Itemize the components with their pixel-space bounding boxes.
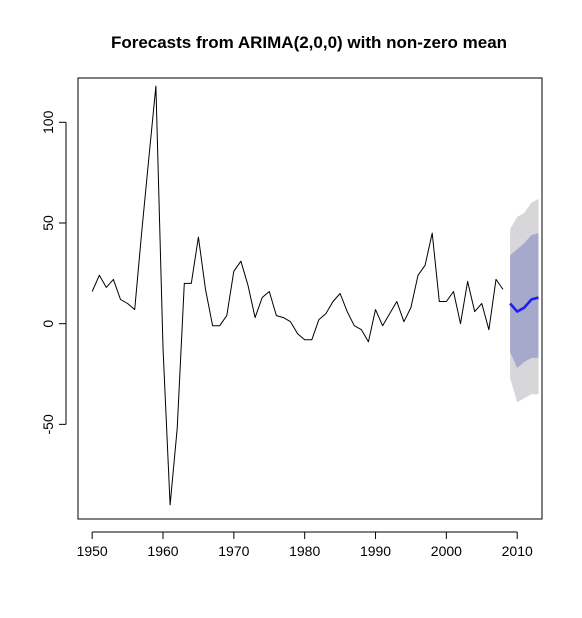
observed-line (91, 85, 504, 506)
y-tick-label: -50 (40, 414, 56, 434)
x-tick-label: 2010 (502, 543, 533, 559)
plot-frame (77, 77, 543, 520)
x-tick-label: 1980 (289, 543, 320, 559)
x-tick-label: 2000 (431, 543, 462, 559)
x-tick-label: 1950 (77, 543, 108, 559)
x-axis: 1950 1960 1970 1980 1990 2000 2010 (77, 531, 533, 559)
x-tick-label: 1990 (360, 543, 391, 559)
interval-band-80 (510, 233, 539, 368)
y-axis: -50 0 50 100 (40, 110, 67, 434)
y-tick-label: 50 (40, 215, 56, 231)
x-tick-label: 1970 (218, 543, 249, 559)
series-lines (91, 85, 539, 506)
y-tick-label: 0 (40, 320, 56, 328)
x-tick-label: 1960 (147, 543, 178, 559)
forecast-line (509, 296, 539, 313)
forecast-intervals (510, 198, 539, 403)
chart-title: Forecasts from ARIMA(2,0,0) with non-zer… (111, 33, 507, 52)
y-tick-label: 100 (40, 110, 56, 134)
